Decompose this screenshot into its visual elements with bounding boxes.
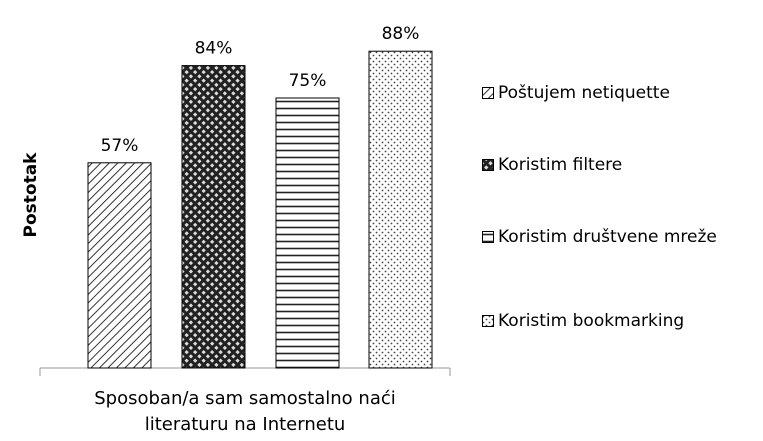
legend-entry: Poštujem netiquette bbox=[482, 80, 752, 106]
data-label: 75% bbox=[289, 71, 327, 91]
bar bbox=[181, 65, 246, 369]
legend-label: Koristim društvene mreže bbox=[498, 227, 717, 247]
y-axis-label: Postotak bbox=[21, 152, 41, 238]
legend-swatch bbox=[482, 87, 494, 99]
data-label: 57% bbox=[101, 136, 139, 156]
data-label: 88% bbox=[382, 24, 420, 44]
x-tick-label: Sposoban/a sam samostalno naći literatur… bbox=[94, 388, 396, 435]
legend-swatch-rect bbox=[482, 315, 494, 327]
legend-label: Koristim filtere bbox=[498, 155, 623, 175]
legend-swatch-rect bbox=[482, 231, 494, 243]
legend-swatch bbox=[482, 159, 494, 171]
legend-label: Koristim bookmarking bbox=[498, 311, 685, 331]
legend-entry: Koristim bookmarking bbox=[482, 308, 752, 334]
legend-label: Poštujem netiquette bbox=[498, 83, 670, 103]
data-label: 84% bbox=[195, 39, 233, 59]
bar bbox=[87, 162, 152, 369]
legend-swatch bbox=[482, 315, 494, 327]
legend-swatch bbox=[482, 231, 494, 243]
legend-entry: Koristim filtere bbox=[482, 152, 752, 178]
legend-swatch-rect bbox=[482, 87, 494, 99]
legend-swatch-rect bbox=[482, 159, 494, 171]
bar bbox=[368, 50, 433, 369]
legend-entry: Koristim društvene mreže bbox=[482, 224, 752, 250]
bar bbox=[275, 97, 340, 369]
